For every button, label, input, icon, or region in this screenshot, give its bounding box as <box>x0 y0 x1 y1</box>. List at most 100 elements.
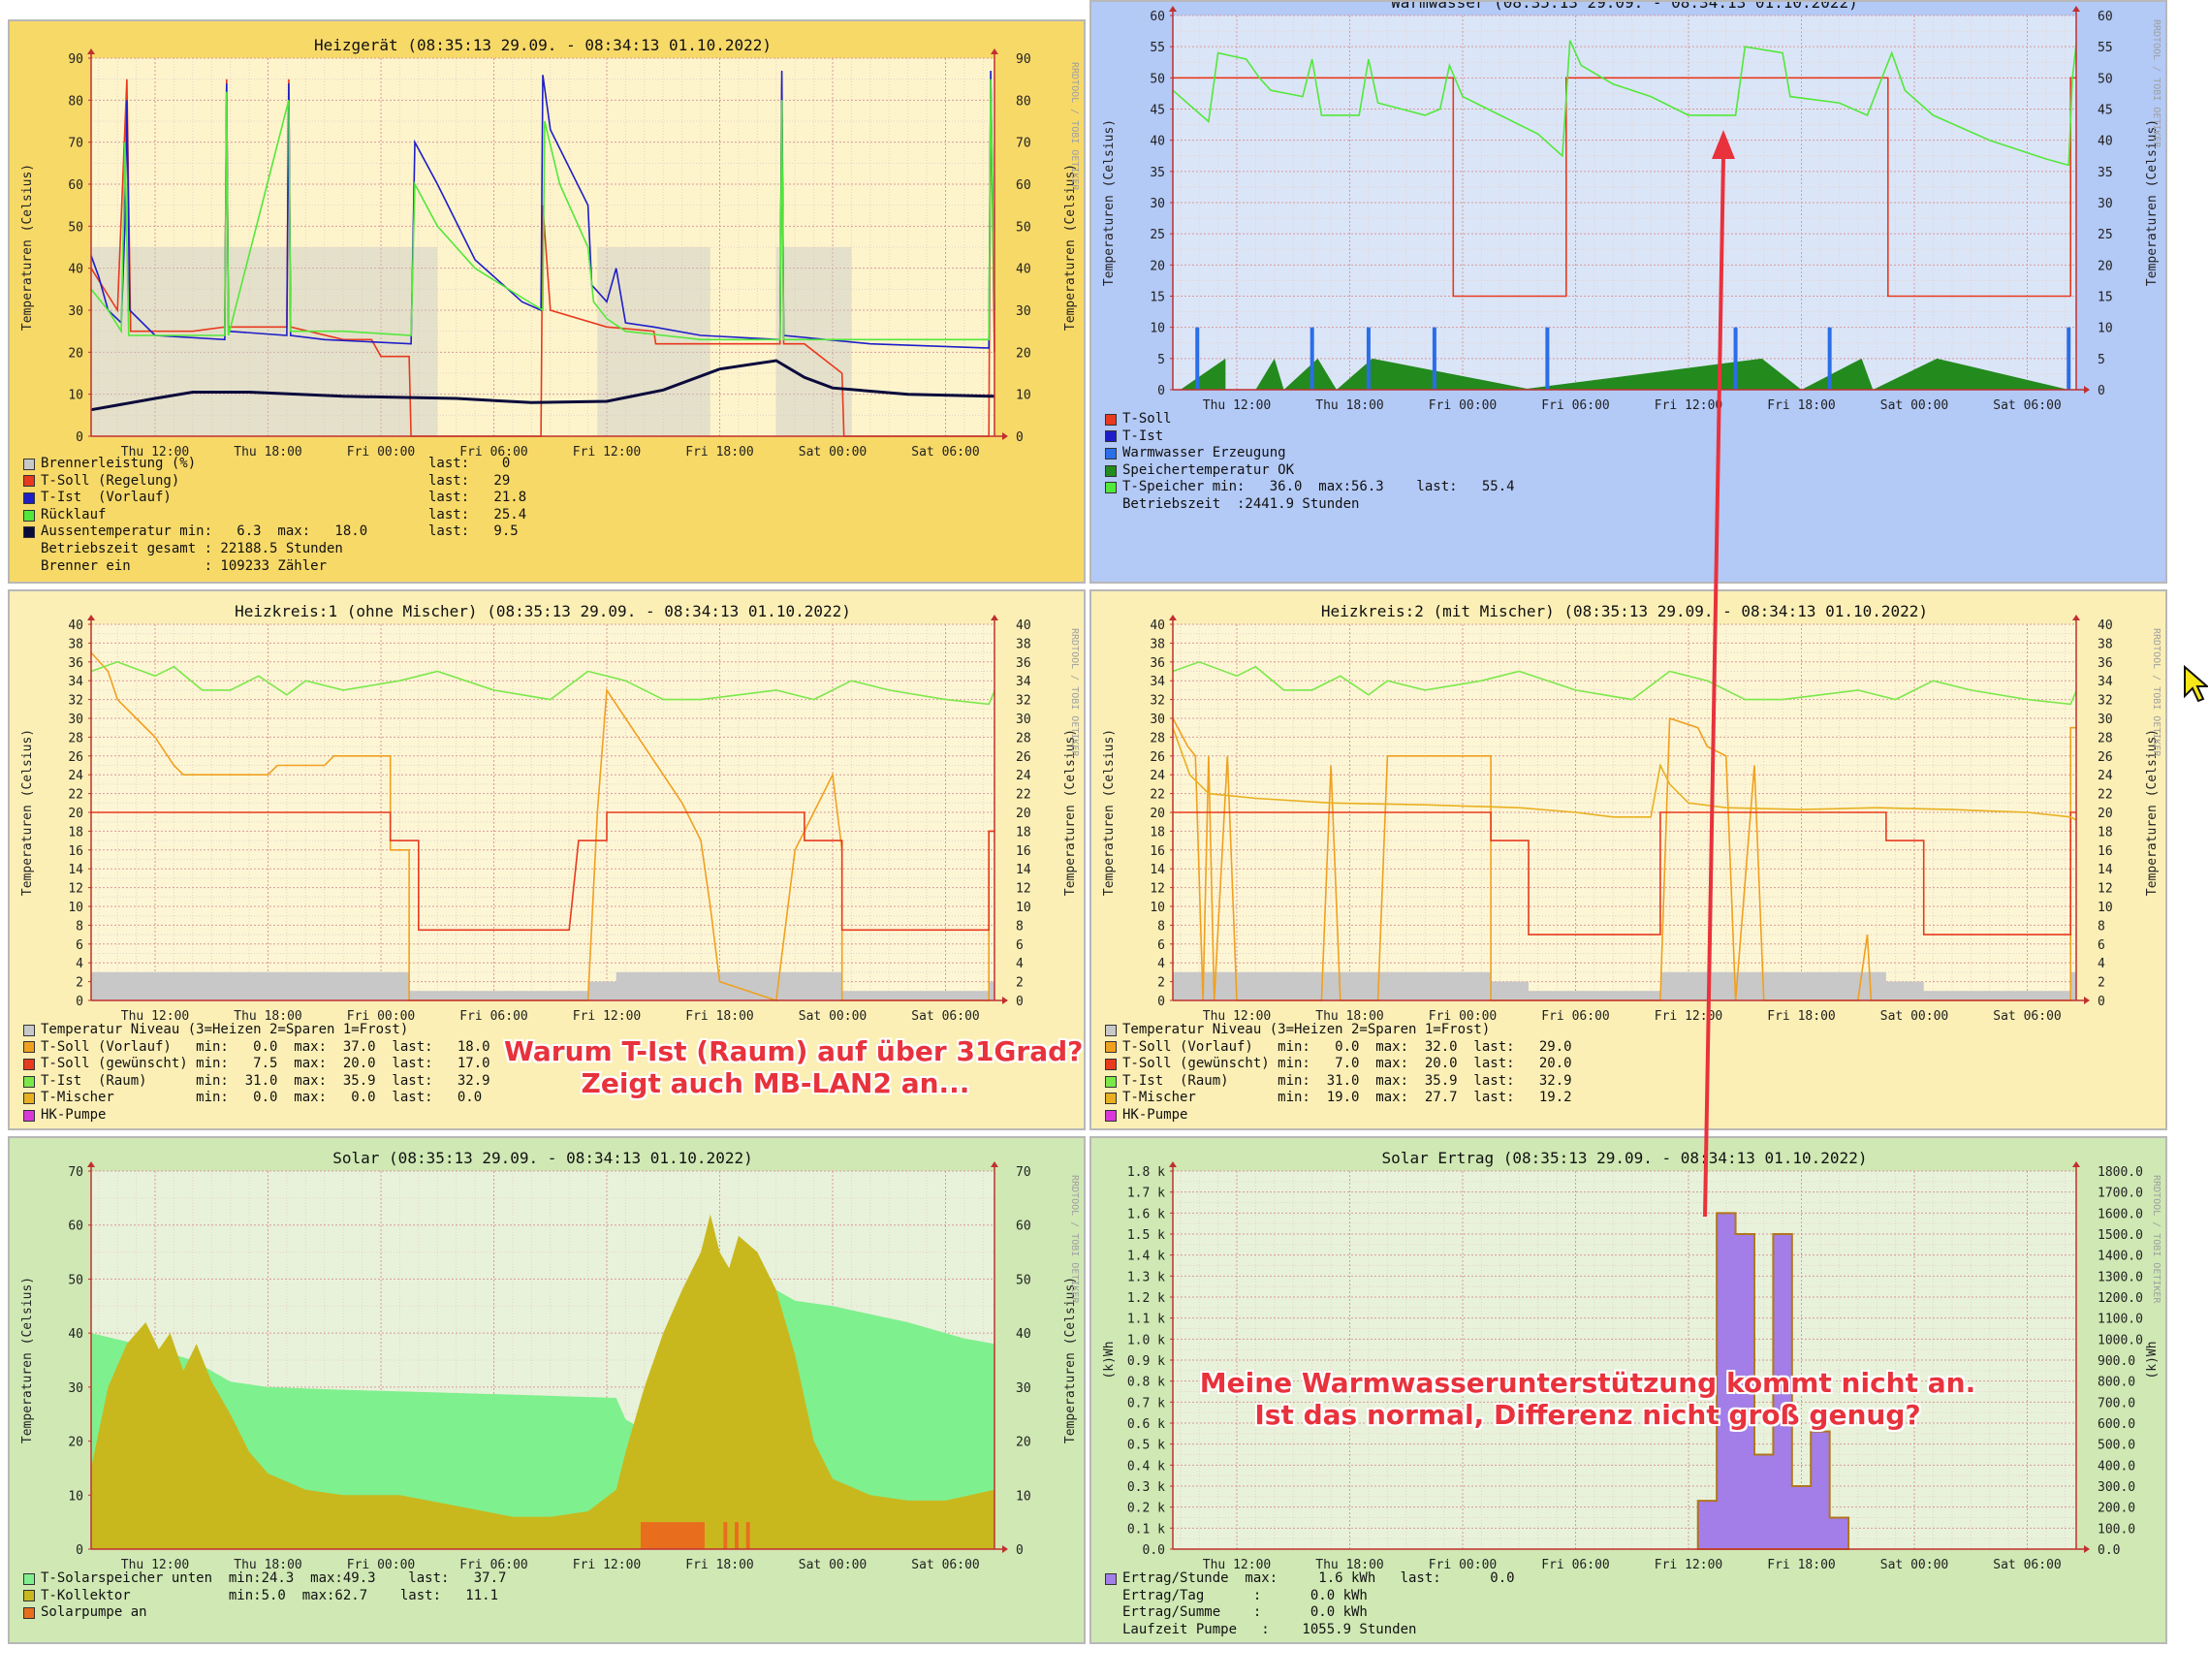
y-tick-label: 10 <box>1150 901 1165 915</box>
legend-swatch <box>1105 1572 1117 1585</box>
x-axis-arrow <box>2084 1545 2090 1553</box>
y-tick-label-right: 2 <box>1016 976 1024 991</box>
legend-swatch <box>23 475 35 488</box>
y-tick-label: 50 <box>68 1273 83 1287</box>
y-tick-label: 1.8 k <box>1127 1165 1165 1180</box>
legend-entry: T-Kollektor min:5.0 max:62.7 last: 11.1 <box>23 1588 506 1605</box>
y-tick-label-right: 22 <box>1016 788 1031 803</box>
chart-heizkreis-2: Heizkreis:2 (mit Mischer) (08:35:13 29.0… <box>1102 602 2162 1024</box>
legend-stats: last: 29 <box>428 472 511 489</box>
legend-swatch <box>23 1041 35 1054</box>
y-tick-label: 4 <box>76 957 83 971</box>
y-tick-label: 40 <box>1150 618 1165 633</box>
y-tick-label-right: 10 <box>2098 322 2113 336</box>
legend-label: Speichertemperatur OK <box>1122 461 1295 478</box>
y-axis-arrow <box>87 615 95 620</box>
x-tick-label: Fri 00:00 <box>347 1558 415 1572</box>
legend-entry: T-Mischer min: 0.0 max: 0.0 last: 0.0 <box>23 1090 490 1107</box>
y-tick-label: 32 <box>68 694 83 709</box>
y-tick-label-right: 1400.0 <box>2098 1250 2143 1264</box>
y-tick-label-right: 32 <box>1016 694 1031 709</box>
x-tick-label: Sat 06:00 <box>1993 1009 2061 1024</box>
legend-label: T-Kollektor min:5.0 max:62.7 last: 11.1 <box>41 1587 499 1603</box>
y-tick-label-right: 38 <box>2098 637 2113 651</box>
legend-swatch <box>1105 413 1117 426</box>
y-tick-label-right: 45 <box>2098 104 2113 118</box>
x-tick-label: Thu 18:00 <box>1315 1558 1383 1572</box>
y-tick-label: 24 <box>68 769 83 783</box>
annotation-hk1: Warum T-Ist (Raum) auf über 31Grad? Zeig… <box>504 1035 1084 1099</box>
rrdtool-credit: RRDTOOL / TOBI OETIKER <box>2151 1175 2162 1304</box>
legend-swatch <box>1105 482 1117 494</box>
legend-stats: last: 0 <box>428 456 511 471</box>
y-tick-label-right: 0.0 <box>2098 1543 2120 1558</box>
x-tick-label: Fri 12:00 <box>573 1558 641 1572</box>
y-tick-label-right: 10 <box>2098 901 2113 915</box>
series-bars-solarpumpe-an <box>640 1522 750 1549</box>
y-tick-label: 70 <box>68 1165 83 1180</box>
panel-heizkreis-1: Heizkreis:1 (ohne Mischer) (08:35:13 29.… <box>8 589 1086 1130</box>
y-tick-label: 30 <box>1150 713 1165 727</box>
series-line-r-cklauf <box>90 79 995 341</box>
y-tick-label-right: 1200.0 <box>2098 1291 2143 1306</box>
y-tick-label-right: 32 <box>2098 694 2113 709</box>
legend-swatch <box>23 1058 35 1070</box>
x-tick-label: Sat 00:00 <box>1880 398 1948 413</box>
y-tick-label-right: 36 <box>2098 656 2113 671</box>
series-line-t-soll-vorlauf- <box>90 651 994 1002</box>
x-tick-label: Thu 12:00 <box>121 445 189 460</box>
x-tick-label: Fri 18:00 <box>1767 1558 1835 1572</box>
legend-label: Brennerleistung (%) <box>41 456 197 471</box>
y-axis-arrow-right <box>991 615 998 620</box>
series-line-t-speicher <box>1172 40 2077 167</box>
y-tick-label-right: 1600.0 <box>2098 1207 2143 1221</box>
legend-entry: T-Soll (gewünscht) min: 7.0 max: 20.0 la… <box>1105 1056 1572 1073</box>
x-tick-label: Fri 06:00 <box>459 1558 527 1572</box>
y-tick-label: 16 <box>1150 844 1165 859</box>
y-tick-label-right: 10 <box>1016 901 1031 915</box>
legend-label: T-Solarspeicher unten min:24.3 max:49.3 … <box>41 1570 507 1586</box>
legend-label: Aussentemperatur min: 6.3 max: 18.0 <box>41 523 368 540</box>
y-tick-label-right: 16 <box>2098 844 2113 859</box>
y-tick-label: 20 <box>68 807 83 821</box>
legend-swatch <box>23 491 35 504</box>
y-tick-label: 30 <box>68 1381 83 1396</box>
x-tick-label: Sat 06:00 <box>911 445 979 460</box>
y-tick-label-right: 14 <box>1016 863 1031 877</box>
y-tick-label-right: 30 <box>2098 197 2113 211</box>
y-tick-label-right: 12 <box>2098 882 2113 897</box>
series-spike <box>1733 327 1738 390</box>
x-axis-arrow <box>2084 386 2090 394</box>
y-tick-label-right: 60 <box>2098 10 2113 24</box>
y-tick-label: 1.3 k <box>1127 1270 1165 1284</box>
x-tick-label: Sat 00:00 <box>799 1558 867 1572</box>
panel-warmwasser: Warmwasser (08:35:13 29.09. - 08:34:13 0… <box>1089 0 2167 584</box>
y-tick-label-right: 700.0 <box>2098 1396 2135 1411</box>
y-tick-label: 26 <box>68 750 83 765</box>
y-tick-label: 80 <box>68 94 83 109</box>
y-tick-label-right: 0 <box>1016 1543 1024 1558</box>
y-tick-label: 0.5 k <box>1127 1439 1165 1453</box>
y-tick-label: 30 <box>68 304 83 319</box>
rrdtool-credit: RRDTOOL / TOBI OETIKER <box>2151 628 2162 757</box>
x-tick-label: Sat 00:00 <box>1880 1009 1948 1024</box>
chart-heizkreis-1: Heizkreis:1 (ohne Mischer) (08:35:13 29.… <box>20 602 1080 1024</box>
y-tick-label-right: 34 <box>1016 675 1031 689</box>
y-tick-label-right: 600.0 <box>2098 1417 2135 1432</box>
legend-label: T-Mischer min: 19.0 max: 27.7 last: 19.2 <box>1122 1090 1572 1106</box>
series-area-brennerleistung- <box>91 247 994 436</box>
y-tick-label: 28 <box>1150 731 1165 745</box>
legend-stats: last: 21.8 <box>428 490 527 506</box>
chart-title: Heizgerät (08:35:13 29.09. - 08:34:13 01… <box>314 36 772 54</box>
legend-label: T-Soll (gewünscht) min: 7.5 max: 20.0 la… <box>41 1056 490 1072</box>
y-tick-label-right: 70 <box>1016 137 1031 151</box>
y-axis-title-right: Temperaturen (Celsius) <box>1063 164 1078 331</box>
legend-warmwasser: T-Soll T-Ist Warmwasser Erzeugung Speichert… <box>1105 411 1515 514</box>
y-tick-label: 90 <box>68 52 83 67</box>
chart-solar: Solar (08:35:13 29.09. - 08:34:13 01.10.… <box>20 1149 1080 1572</box>
x-tick-label: Thu 12:00 <box>1203 1009 1271 1024</box>
x-tick-label: Fri 00:00 <box>1429 1009 1497 1024</box>
y-tick-label-right: 24 <box>1016 769 1031 783</box>
legend-label: T-Ist (Vorlauf) <box>41 490 172 506</box>
panel-solar-ertrag: Solar Ertrag (08:35:13 29.09. - 08:34:13… <box>1089 1136 2167 1644</box>
